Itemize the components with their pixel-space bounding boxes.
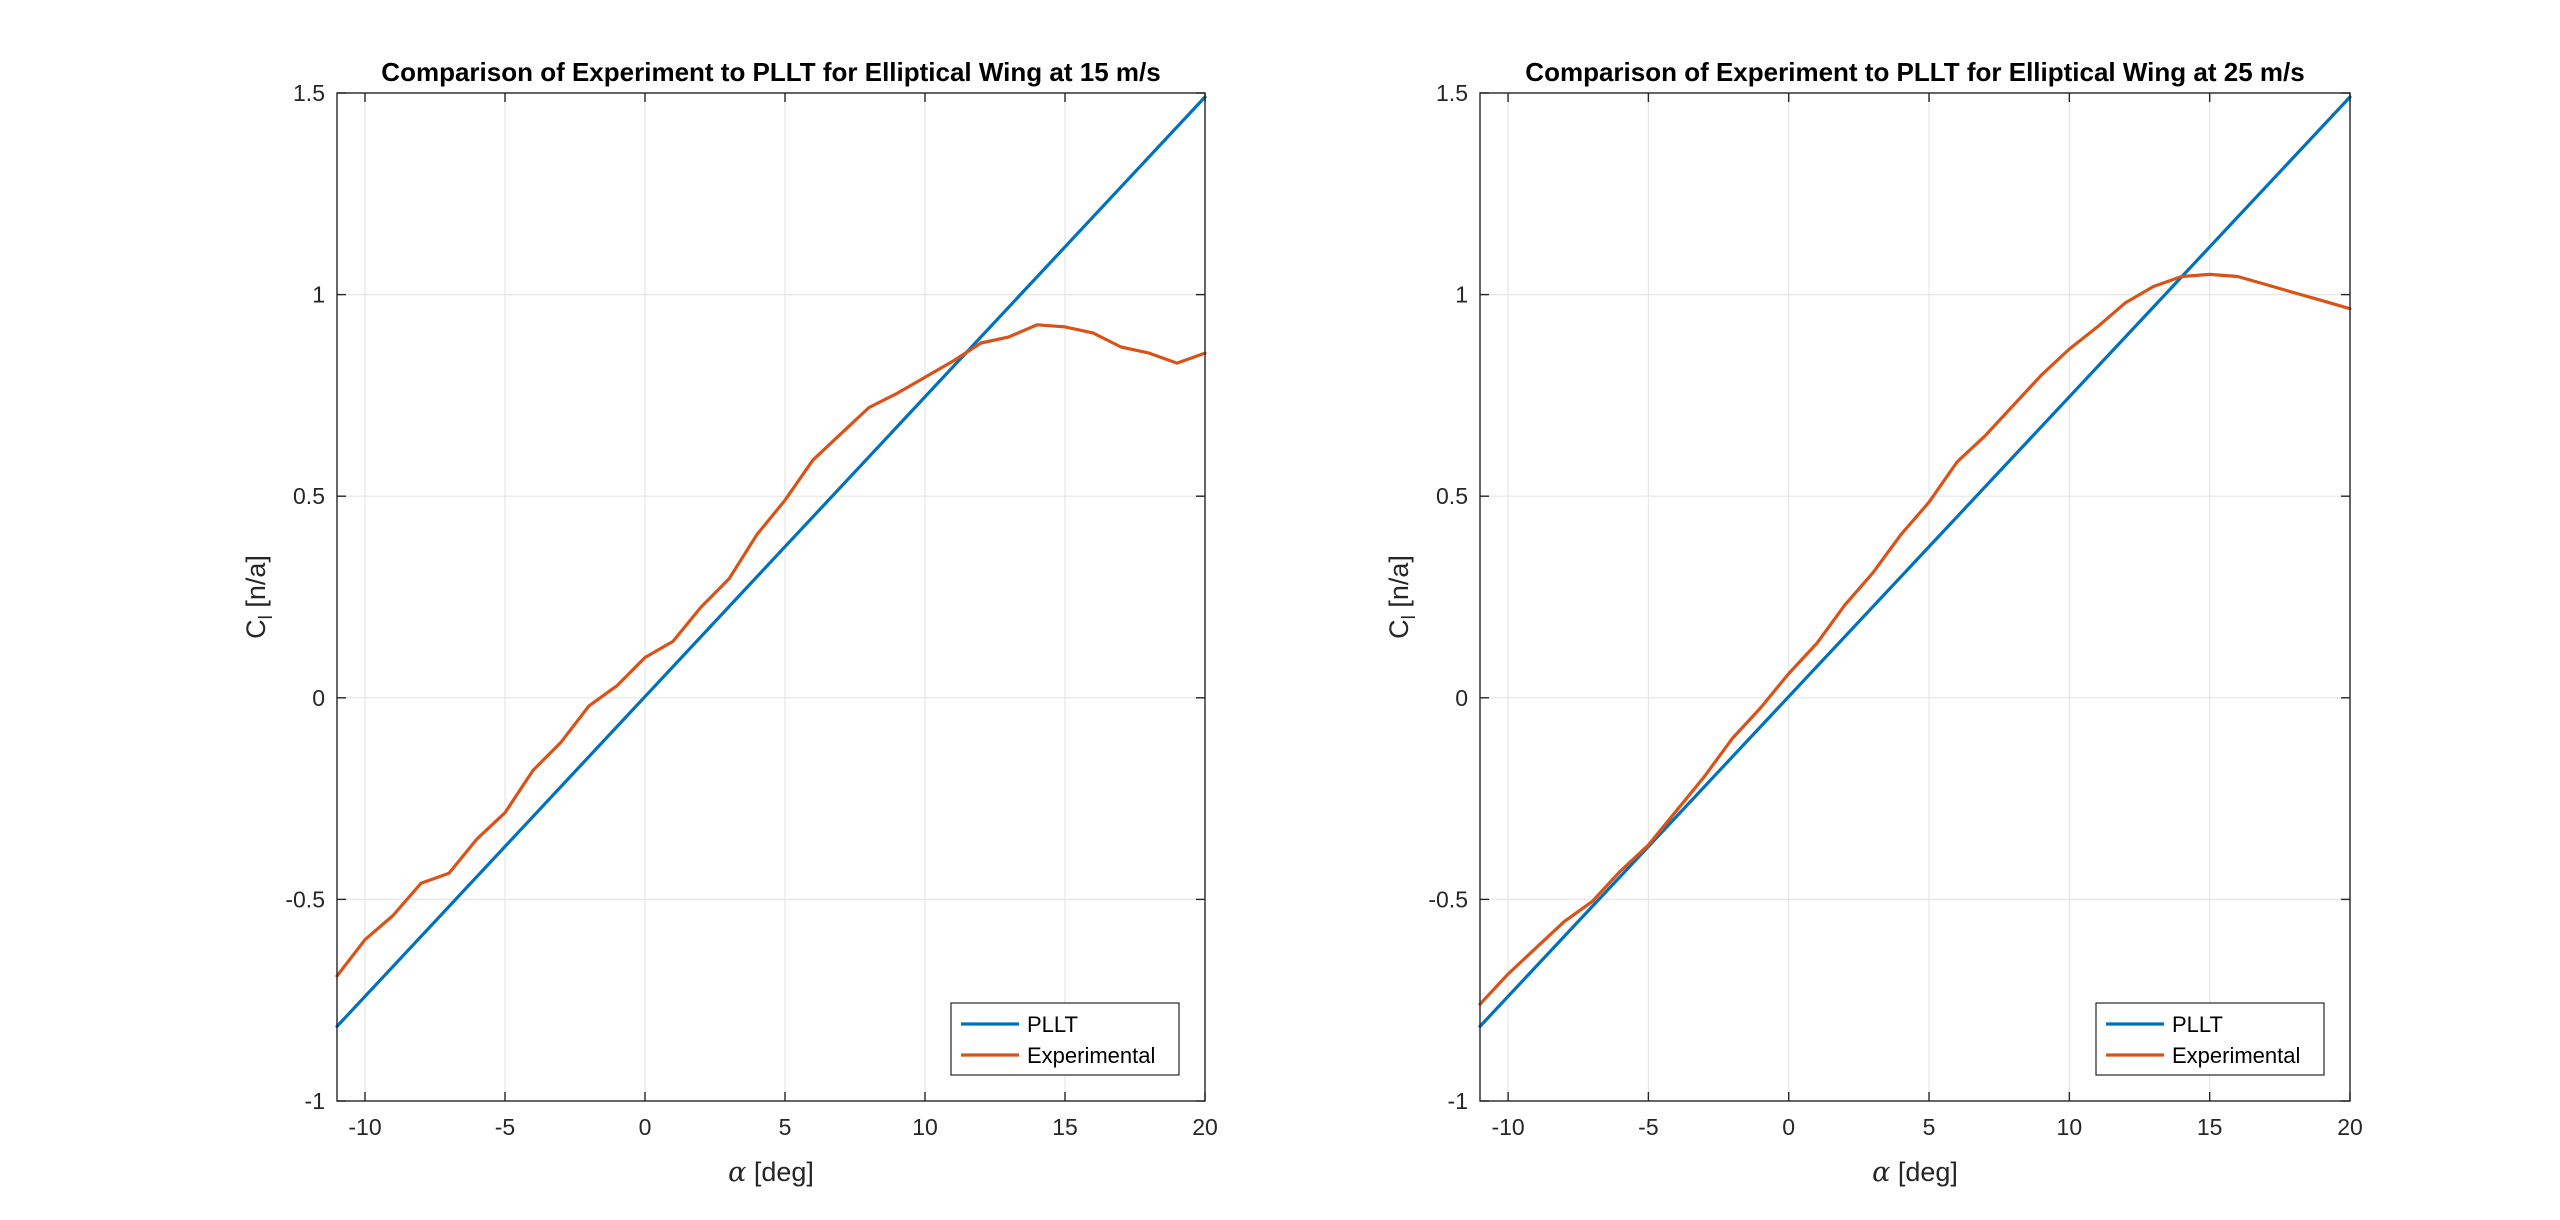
legend-box bbox=[950, 1002, 1180, 1076]
legend-box bbox=[2095, 1002, 2325, 1076]
series-line-pllt bbox=[335, 95, 1207, 1029]
y-axis-text: [n/a] bbox=[241, 555, 271, 615]
chart-15ms: -10 -5 0 5 10 15 20 -1 -0.5 0 0.5 1 1.5 Comparison of… bbox=[241, 57, 1218, 1188]
y-axis-main: C bbox=[1384, 619, 1414, 639]
y-tick-label: 0.5 bbox=[293, 483, 325, 509]
x-tick-label: -10 bbox=[1491, 1114, 1524, 1140]
x-tick-label: -5 bbox=[1638, 1114, 1658, 1140]
tick-marks bbox=[1480, 92, 2351, 1102]
plot-area bbox=[337, 93, 1205, 1101]
x-axis-symbol: α bbox=[1872, 1157, 1890, 1188]
x-axis-label: α [deg] bbox=[728, 1157, 814, 1188]
y-tick-label: -1 bbox=[305, 1088, 325, 1114]
y-axis-text: [n/a] bbox=[1384, 555, 1414, 615]
y-axis-label: Cl [n/a] bbox=[241, 555, 277, 639]
y-tick-label: 1 bbox=[1455, 282, 1468, 308]
y-axis-main: C bbox=[241, 619, 271, 639]
x-tick-label: 10 bbox=[2057, 1114, 2083, 1140]
plot-area bbox=[1480, 93, 2350, 1101]
y-tick-label: 0 bbox=[312, 685, 325, 711]
y-tick-label: 0.5 bbox=[1436, 483, 1468, 509]
tick-marks bbox=[337, 92, 1206, 1102]
x-tick-label: -5 bbox=[495, 1114, 515, 1140]
x-tick-label: 10 bbox=[912, 1114, 938, 1140]
x-tick-label: 20 bbox=[1192, 1114, 1218, 1140]
chart-title: Comparison of Experiment to PLLT for Ell… bbox=[1525, 57, 2304, 87]
chart-25ms: -10 -5 0 5 10 15 20 -1 -0.5 0 0.5 1 1.5 Comparison of… bbox=[1384, 57, 2363, 1188]
series-group bbox=[1478, 95, 2352, 1029]
series-line-pllt bbox=[1478, 95, 2352, 1029]
y-tick-label: 0 bbox=[1455, 685, 1468, 711]
legend-label-experimental: Experimental bbox=[2172, 1043, 2300, 1068]
x-tick-label: -10 bbox=[348, 1114, 381, 1140]
series-line-experimental bbox=[1478, 272, 2352, 1006]
x-tick-label: 0 bbox=[1782, 1114, 1795, 1140]
x-tick-label: 5 bbox=[779, 1114, 792, 1140]
y-axis-subscript: l bbox=[256, 615, 277, 619]
y-tick-label: 1.5 bbox=[293, 80, 325, 106]
x-axis-text: [deg] bbox=[1890, 1157, 1958, 1187]
series-line-experimental bbox=[335, 323, 1207, 978]
legend: PLLT Experimental bbox=[950, 1002, 1180, 1076]
x-axis-label: α [deg] bbox=[1872, 1157, 1958, 1188]
axes-box bbox=[1479, 92, 2351, 1102]
legend-label-pllt: PLLT bbox=[1027, 1012, 1078, 1037]
y-axis-label: Cl [n/a] bbox=[1384, 555, 1420, 639]
y-tick-label: -1 bbox=[1448, 1088, 1468, 1114]
legend: PLLT Experimental bbox=[2095, 1002, 2325, 1076]
x-axis-text: [deg] bbox=[746, 1157, 814, 1187]
x-tick-label: 5 bbox=[1923, 1114, 1936, 1140]
x-tick-label: 20 bbox=[2337, 1114, 2363, 1140]
legend-label-experimental: Experimental bbox=[1027, 1043, 1155, 1068]
x-tick-label: 0 bbox=[639, 1114, 652, 1140]
legend-label-pllt: PLLT bbox=[2172, 1012, 2223, 1037]
y-axis-subscript: l bbox=[1399, 615, 1420, 619]
series-group bbox=[335, 95, 1207, 1029]
x-axis-symbol: α bbox=[728, 1157, 746, 1188]
x-tick-label: 15 bbox=[2197, 1114, 2223, 1140]
axes-box bbox=[336, 92, 1206, 1102]
x-tick-label: 15 bbox=[1052, 1114, 1078, 1140]
chart-title: Comparison of Experiment to PLLT for Ell… bbox=[381, 57, 1160, 87]
y-tick-label: -0.5 bbox=[1428, 886, 1468, 912]
y-tick-label: 1 bbox=[312, 282, 325, 308]
y-tick-label: -0.5 bbox=[285, 886, 325, 912]
y-tick-label: 1.5 bbox=[1436, 80, 1468, 106]
